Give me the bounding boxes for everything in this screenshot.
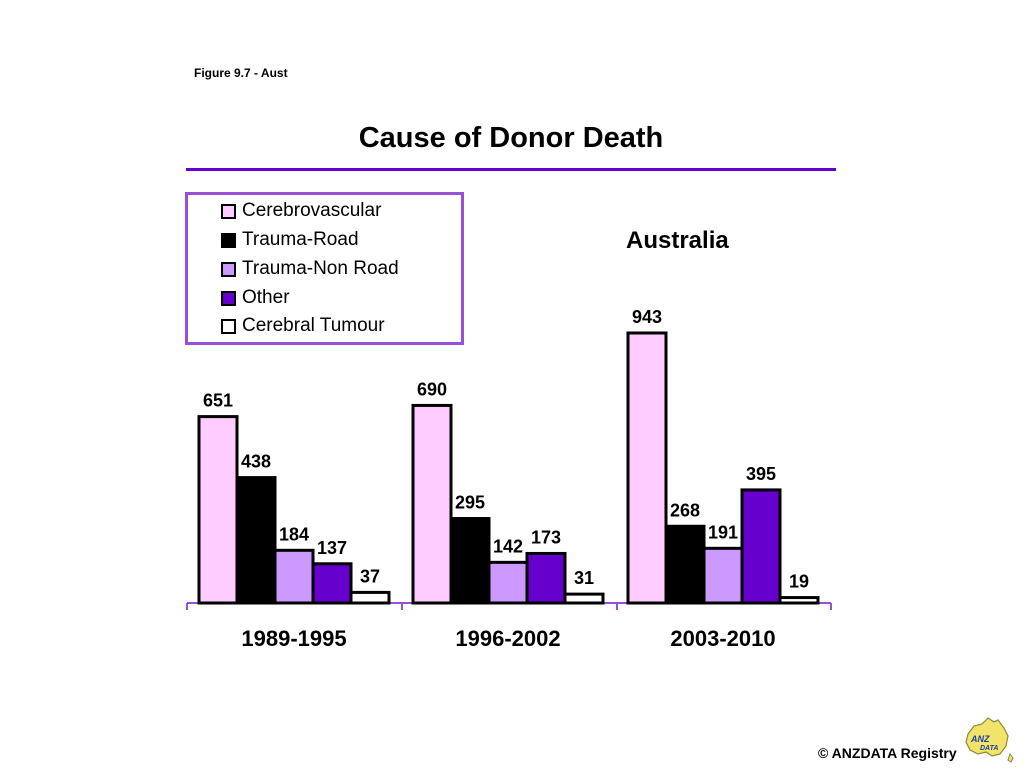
bar-cerebrovascular-1989-1995 xyxy=(197,415,239,605)
legend-label-other: Other xyxy=(242,287,290,308)
bar-trauma-non-road-2003-2010 xyxy=(702,546,744,605)
data-label-cerebral-tumour-2003-2010: 19 xyxy=(789,572,809,592)
bar-cerebral-tumour-1989-1995 xyxy=(349,590,391,605)
data-label-cerebrovascular-1996-2002: 690 xyxy=(417,379,447,399)
legend-item-cerebral-tumour: Cerebral Tumour xyxy=(221,315,385,337)
svg-text:DATA: DATA xyxy=(980,745,998,752)
bar-cerebral-tumour-1996-2002 xyxy=(563,592,605,605)
bar-cerebrovascular-2003-2010 xyxy=(626,331,668,605)
data-label-trauma-road-1989-1995: 438 xyxy=(241,452,271,472)
bar-trauma-road-1996-2002 xyxy=(449,517,491,605)
chart-legend: Cerebrovascular Trauma-Road Trauma-Non R… xyxy=(185,192,464,345)
data-label-trauma-road-2003-2010: 268 xyxy=(670,500,700,520)
bar-cerebrovascular-1996-2002 xyxy=(411,403,453,605)
bar-cerebral-tumour-2003-2010 xyxy=(778,596,820,605)
data-label-trauma-non-road-1989-1995: 184 xyxy=(279,524,309,544)
legend-item-trauma-non-road: Trauma-Non Road xyxy=(221,258,399,280)
region-annotation: Australia xyxy=(626,227,729,254)
bar-trauma-road-1989-1995 xyxy=(235,476,277,605)
figure-label: Figure 9.7 - Aust xyxy=(194,66,288,80)
legend-swatch-other xyxy=(221,290,236,306)
legend-label-cerebral-tumour: Cerebral Tumour xyxy=(242,315,385,336)
data-label-other-2003-2010: 395 xyxy=(746,464,776,484)
legend-label-cerebrovascular: Cerebrovascular xyxy=(242,200,382,221)
anzdata-logo: ANZ DATA xyxy=(965,717,1014,763)
bar-trauma-road-2003-2010 xyxy=(664,524,706,605)
x-tick-label-1989-1995: 1989-1995 xyxy=(241,626,346,651)
data-label-trauma-non-road-2003-2010: 191 xyxy=(708,522,738,542)
bar-other-1996-2002 xyxy=(525,551,567,605)
bar-trauma-non-road-1996-2002 xyxy=(487,560,529,605)
data-label-trauma-non-road-1996-2002: 142 xyxy=(493,536,523,556)
legend-swatch-trauma-non-road xyxy=(221,261,236,277)
data-label-cerebral-tumour-1989-1995: 37 xyxy=(360,566,380,586)
legend-label-trauma-road: Trauma-Road xyxy=(242,229,359,250)
legend-label-trauma-non-road: Trauma-Non Road xyxy=(242,258,399,279)
legend-item-cerebrovascular: Cerebrovascular xyxy=(221,200,381,222)
legend-swatch-cerebrovascular xyxy=(221,203,236,219)
title-divider xyxy=(186,168,836,171)
svg-text:ANZ: ANZ xyxy=(970,734,990,744)
bar-other-1989-1995 xyxy=(311,562,353,605)
data-label-other-1996-2002: 173 xyxy=(531,527,561,547)
legend-swatch-trauma-road xyxy=(221,232,236,248)
copyright-text: © ANZDATA Registry xyxy=(818,745,957,761)
x-tick-label-1996-2002: 1996-2002 xyxy=(455,626,560,651)
bar-trauma-non-road-1989-1995 xyxy=(273,548,315,605)
legend-swatch-cerebral-tumour xyxy=(221,318,236,334)
bar-other-2003-2010 xyxy=(740,488,782,605)
data-label-other-1989-1995: 137 xyxy=(317,538,347,558)
legend-item-other: Other xyxy=(221,287,290,309)
data-label-cerebrovascular-2003-2010: 943 xyxy=(632,307,662,327)
chart-title: Cause of Donor Death xyxy=(358,122,664,154)
data-label-cerebrovascular-1989-1995: 651 xyxy=(203,391,233,411)
data-label-trauma-road-1996-2002: 295 xyxy=(455,493,485,513)
x-tick-label-2003-2010: 2003-2010 xyxy=(670,626,775,651)
legend-item-trauma-road: Trauma-Road xyxy=(221,229,359,251)
data-label-cerebral-tumour-1996-2002: 31 xyxy=(574,568,594,588)
